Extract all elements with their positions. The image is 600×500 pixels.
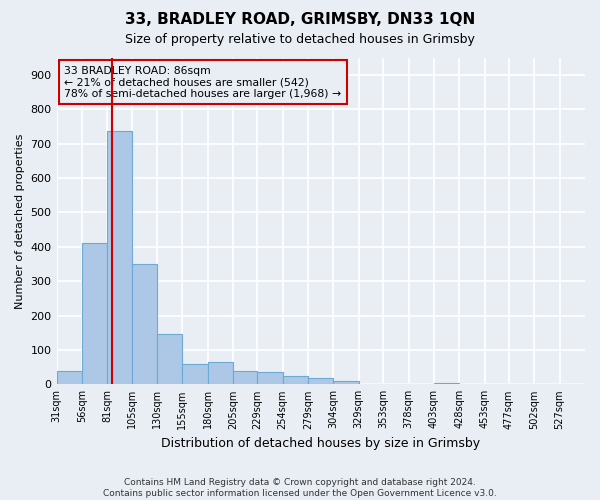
Bar <box>257 372 283 384</box>
Bar <box>208 362 233 384</box>
Bar <box>107 132 131 384</box>
Bar <box>56 370 82 384</box>
X-axis label: Distribution of detached houses by size in Grimsby: Distribution of detached houses by size … <box>161 437 481 450</box>
Bar <box>157 334 182 384</box>
Bar <box>82 244 107 384</box>
Bar <box>233 370 257 384</box>
Text: 33 BRADLEY ROAD: 86sqm
← 21% of detached houses are smaller (542)
78% of semi-de: 33 BRADLEY ROAD: 86sqm ← 21% of detached… <box>64 66 341 99</box>
Bar <box>182 364 208 384</box>
Bar <box>434 382 459 384</box>
Text: 33, BRADLEY ROAD, GRIMSBY, DN33 1QN: 33, BRADLEY ROAD, GRIMSBY, DN33 1QN <box>125 12 475 28</box>
Text: Size of property relative to detached houses in Grimsby: Size of property relative to detached ho… <box>125 32 475 46</box>
Bar <box>131 264 157 384</box>
Bar <box>283 376 308 384</box>
Y-axis label: Number of detached properties: Number of detached properties <box>15 133 25 308</box>
Text: Contains HM Land Registry data © Crown copyright and database right 2024.
Contai: Contains HM Land Registry data © Crown c… <box>103 478 497 498</box>
Bar <box>334 381 359 384</box>
Bar <box>308 378 334 384</box>
